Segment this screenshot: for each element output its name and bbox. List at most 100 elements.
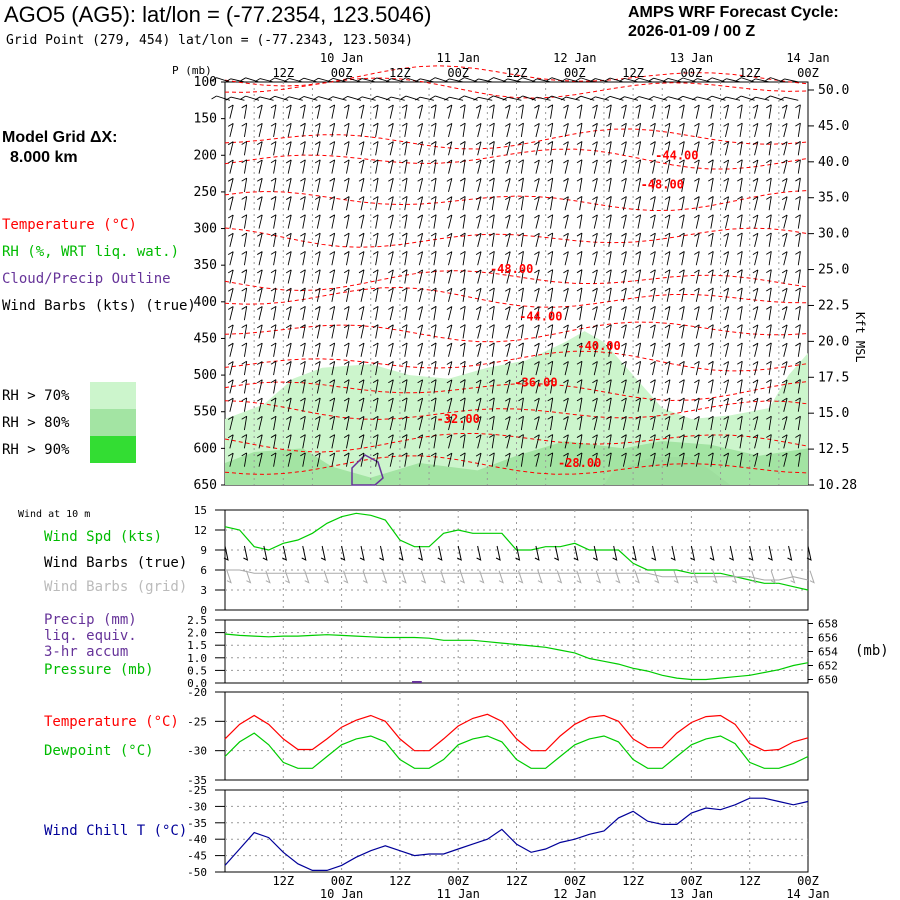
xsec-wind-barb: [314, 251, 321, 266]
wind10m-tick: 15: [194, 504, 207, 517]
xsec-wind-barb: [417, 141, 424, 156]
xsec-wind-barb: [547, 122, 554, 138]
xsec-wind-barb: [475, 379, 482, 394]
xsec-wind-barb: [576, 214, 583, 229]
xsec-wind-barb: [388, 342, 394, 357]
xsec-wind-barb: [795, 214, 801, 229]
rh70-label: RH > 70%: [2, 388, 70, 404]
xsec-wind-barb: [650, 232, 656, 247]
xsec-wind-barb: [546, 77, 566, 83]
xsec-wind-barb: [270, 214, 277, 229]
xsec-wind-barb: [417, 361, 424, 376]
xsec-wind-barb: [650, 452, 656, 467]
xsec-wind-barb: [621, 196, 627, 211]
xsec-wind-barb: [547, 287, 554, 302]
xsec-wind-barb: [547, 397, 554, 412]
xsec-wind-barb: [329, 214, 336, 229]
height-tick-label: 30.0: [818, 227, 849, 242]
xsec-wind-barb: [621, 214, 627, 229]
xsec-wind-barb: [534, 122, 540, 138]
xsec-wind-barb: [459, 415, 466, 431]
xsec-wind-barb: [401, 159, 408, 174]
xsec-wind-barb: [576, 232, 583, 247]
surface-wind-barb-grid: [401, 570, 407, 584]
xsec-wind-barb: [343, 434, 350, 449]
pressure-tick-label: 550: [194, 405, 217, 420]
xsec-wind-barb: [358, 287, 365, 302]
xsec-wind-barb: [388, 379, 394, 394]
surface-wind-barb: [456, 545, 462, 561]
xsec-wind-barb: [592, 141, 598, 156]
xsec-wind-barb: [446, 141, 453, 156]
xsec-wind-barb: [737, 415, 743, 431]
pressure-tick-label: 350: [194, 258, 217, 273]
xsec-wind-barb: [505, 123, 511, 138]
xsec-wind-barb: [766, 305, 772, 321]
xsec-wind-barb: [358, 415, 365, 431]
xsec-wind-barb: [781, 452, 788, 467]
xsec-wind-barb: [358, 361, 365, 376]
temperature-contour-label: -28.00: [558, 456, 601, 470]
xsec-wind-barb: [227, 306, 234, 321]
xsec-wind-barb: [285, 104, 292, 119]
xsec-wind-barb: [534, 141, 540, 156]
xsec-wind-barb: [737, 360, 743, 376]
xsec-wind-barb: [329, 232, 336, 247]
pressure-tick-label: 250: [194, 185, 217, 200]
xsec-wind-barb: [606, 104, 612, 119]
xsec-wind-barb: [518, 159, 524, 174]
top-hour-label: 12Z: [739, 66, 761, 80]
height-tick-label: 22.5: [818, 298, 849, 313]
xsec-wind-barb: [285, 287, 292, 302]
xsec-wind-barb: [576, 250, 583, 266]
xsec-wind-barb: [270, 122, 277, 138]
xsec-wind-barb: [650, 122, 656, 138]
xsec-wind-barb: [723, 196, 730, 211]
xsec-wind-barb: [679, 196, 685, 211]
xsec-wind-barb: [534, 324, 540, 339]
xsec-wind-barb: [737, 214, 743, 229]
xsec-wind-barb: [285, 306, 292, 321]
xsec-wind-barb: [372, 434, 379, 449]
xsec-wind-barb: [679, 415, 685, 431]
xsec-wind-barb: [300, 324, 306, 339]
xsec-wind-barb: [401, 342, 408, 357]
xsec-wind-barb: [285, 397, 292, 412]
xsec-wind-barb: [766, 379, 772, 394]
xsec-wind-barb: [329, 196, 336, 211]
chart-title: AGO5 (AG5): lat/lon = (-77.2354, 123.504…: [4, 2, 432, 27]
xsec-wind-barb: [650, 104, 656, 119]
surface-wind-barb-grid: [304, 570, 310, 584]
xsec-wind-barb: [664, 452, 671, 467]
xsec-wind-barb: [619, 77, 639, 83]
xsec-wind-barb: [795, 434, 801, 449]
xsec-wind-barb: [650, 360, 656, 376]
xsec-wind-barb: [372, 287, 379, 302]
xsec-wind-barb: [766, 434, 772, 449]
xsec-wind-barb: [679, 452, 685, 467]
xsec-wind-barb: [694, 122, 700, 138]
surface-wind-barb-grid: [556, 570, 563, 584]
xsec-wind-barb: [358, 324, 365, 339]
xsec-wind-barb: [227, 269, 234, 284]
surface-wind-barb: [806, 545, 812, 561]
xsec-wind-barb: [766, 177, 772, 192]
xsec-wind-barb: [664, 251, 671, 266]
precip-label: Precip (mm): [44, 612, 137, 628]
xsec-wind-barb: [592, 104, 598, 119]
xsec-wind-barb: [723, 452, 730, 467]
xsec-wind-barb: [518, 269, 524, 284]
xsec-wind-barb: [606, 159, 612, 174]
xsec-wind-barb: [343, 379, 350, 394]
xsec-wind-barb: [417, 269, 424, 284]
bottom-date-label: 10 Jan: [320, 887, 363, 900]
temperature-contour-label: -44.00: [519, 309, 562, 323]
xsec-wind-barb: [314, 214, 321, 229]
xsec-wind-barb: [650, 177, 656, 192]
xsec-wind-barb: [694, 306, 700, 321]
xsec-wind-barb: [679, 177, 685, 192]
xsec-wind-barb: [679, 434, 685, 449]
xsec-wind-barb: [737, 250, 743, 266]
dewpoint-line: [224, 732, 809, 769]
xsec-wind-barb: [752, 122, 759, 138]
